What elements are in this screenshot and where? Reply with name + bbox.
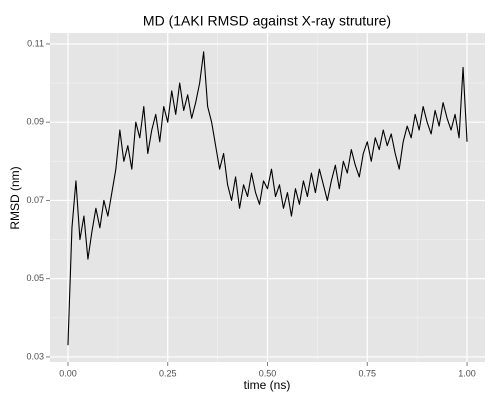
x-axis-title: time (ns) (244, 378, 291, 392)
chart-title: MD (1AKI RMSD against X-ray struture) (143, 13, 391, 29)
x-tick-label: 1.00 (458, 368, 476, 378)
y-axis-title: RMSD (nm) (8, 166, 22, 229)
x-tick-label: 0.50 (259, 368, 277, 378)
x-tick-label: 0.75 (359, 368, 377, 378)
x-tick-label: 0.25 (159, 368, 177, 378)
y-tick-label: 0.03 (26, 351, 44, 361)
y-tick-label: 0.11 (27, 38, 44, 48)
y-tick-label: 0.05 (26, 273, 44, 283)
x-tick-label: 0.00 (59, 368, 77, 378)
y-tick-label: 0.07 (26, 195, 44, 205)
y-tick-label: 0.09 (26, 117, 44, 127)
data-line (67, 51, 468, 346)
